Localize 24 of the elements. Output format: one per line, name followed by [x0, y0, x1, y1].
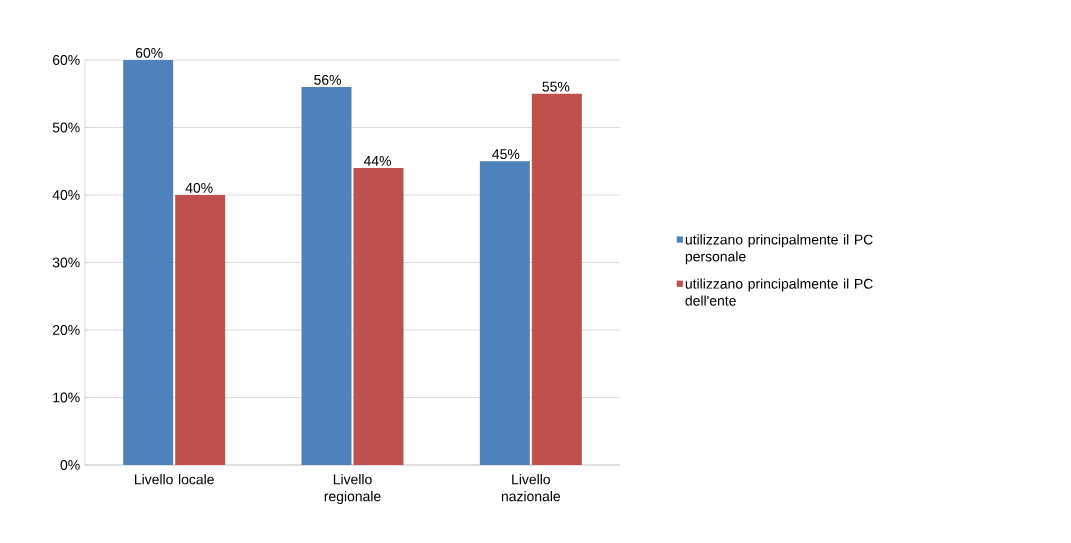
bar	[301, 86, 352, 465]
bar	[123, 59, 174, 465]
y-tick-label: 50%	[52, 122, 80, 133]
data-label: 55%	[542, 81, 570, 92]
y-tick-label: 20%	[52, 325, 80, 335]
bar	[353, 167, 404, 465]
data-label: 60%	[135, 47, 163, 58]
y-tick-label: 40%	[52, 190, 80, 200]
y-tick-label: 0%	[60, 460, 80, 470]
data-label: 40%	[185, 182, 213, 193]
bar	[479, 161, 530, 465]
data-label: 56%	[314, 74, 341, 85]
y-tick-label: 30%	[52, 257, 80, 268]
legend-label: utilizzano principalmente il PC personale	[685, 234, 873, 265]
y-tick-label: 10%	[53, 392, 80, 403]
x-tick-label: Livello locale	[135, 474, 214, 485]
x-tick-label: Livello regionale	[324, 474, 381, 505]
data-label: 45%	[492, 149, 520, 160]
bar	[531, 93, 582, 465]
y-tick-label: 60%	[52, 55, 80, 65]
bar	[175, 194, 226, 465]
legend-label: utilizzano principalmente il PC dell'ente	[685, 278, 873, 306]
data-label: 44%	[363, 156, 391, 166]
x-tick-label: Livello nazionale	[501, 474, 561, 502]
